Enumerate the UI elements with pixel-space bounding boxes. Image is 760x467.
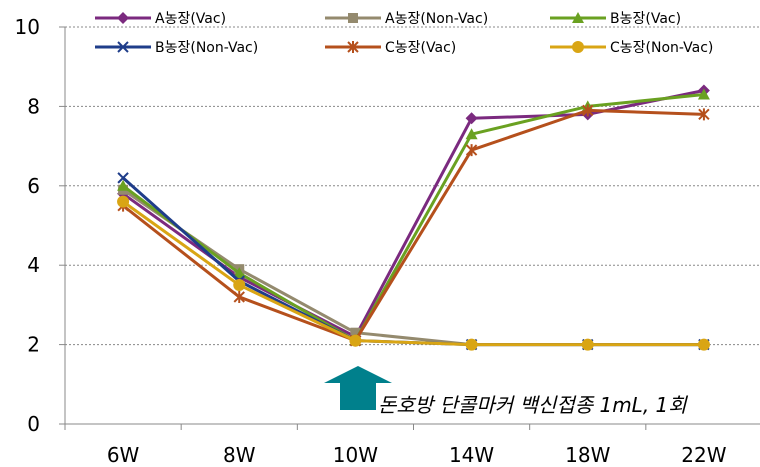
series-group [117,195,710,351]
y-tick-label: 10 [15,15,40,39]
legend-label: B농장(Non-Vac) [155,40,258,56]
data-point [117,41,129,53]
data-point [465,112,478,125]
data-point [697,88,710,100]
gridlines [65,26,760,346]
data-point [117,172,129,184]
data-point [233,279,246,292]
x-tick-label: 8W [223,443,256,467]
x-tick-label: 14W [449,443,494,467]
y-tick-label: 6 [27,174,40,198]
data-point [349,334,362,347]
legend-item: C농장(Non-Vac) [550,40,713,56]
series-line [122,108,704,343]
legend-item: A농장(Non-Vac) [325,11,488,27]
legend-label: A농장(Non-Vac) [385,11,488,27]
x-tick-label: 10W [333,443,378,467]
x-tick-label: 18W [565,443,610,467]
annotation: 돈호방 단콜마커 백신접종 1mL, 1회 [324,366,688,417]
legend-item: C농장(Vac) [325,40,456,56]
up-arrow-icon [324,366,392,410]
data-point [117,179,130,191]
annotation-text: 돈호방 단콜마커 백신접종 1mL, 1회 [378,393,688,417]
y-axis-ticks: 0 2 4 6 8 10 [15,15,65,436]
data-point [465,144,478,157]
series-line [122,92,705,343]
y-tick-label: 0 [27,412,40,436]
data-point [350,327,361,338]
legend-label: C농장(Non-Vac) [610,40,713,56]
series-group [118,184,709,350]
x-tick-label: 22W [681,443,726,467]
series-line [122,200,704,347]
data-point [347,41,359,53]
series-line [122,89,705,339]
y-tick-label: 2 [27,333,40,357]
legend-label: B농장(Vac) [610,11,681,27]
legend-item: B농장(Non-Vac) [95,40,258,56]
legend-item: B농장(Vac) [550,11,681,27]
data-point [581,338,594,351]
x-tick-label: 6W [107,443,140,467]
legend-label: C농장(Vac) [385,40,456,56]
series-line [122,188,704,347]
y-tick-label: 8 [27,94,40,118]
legend-item: A농장(Vac) [95,11,226,27]
legend-label: A농장(Vac) [155,11,226,27]
data-point [465,128,478,140]
data-point [465,338,478,351]
data-point [698,108,710,121]
data-point [572,12,584,23]
legend: A농장(Vac) A농장(Non-Vac) B농장(Vac) B농장(Non-Vac)… [95,11,713,56]
series-lines [117,84,710,351]
data-point [117,195,130,208]
x-axis-ticks: 6W 8W 10W 14W 18W 22W [64,424,727,467]
y-tick-label: 4 [27,253,40,277]
data-point [233,267,246,279]
data-point [117,12,129,24]
series-group [117,84,710,343]
data-point [233,290,245,303]
series-line [122,176,704,347]
data-point [572,41,584,53]
data-point [697,338,710,351]
series-group [117,88,710,346]
data-point [582,104,594,117]
data-point [348,13,358,23]
